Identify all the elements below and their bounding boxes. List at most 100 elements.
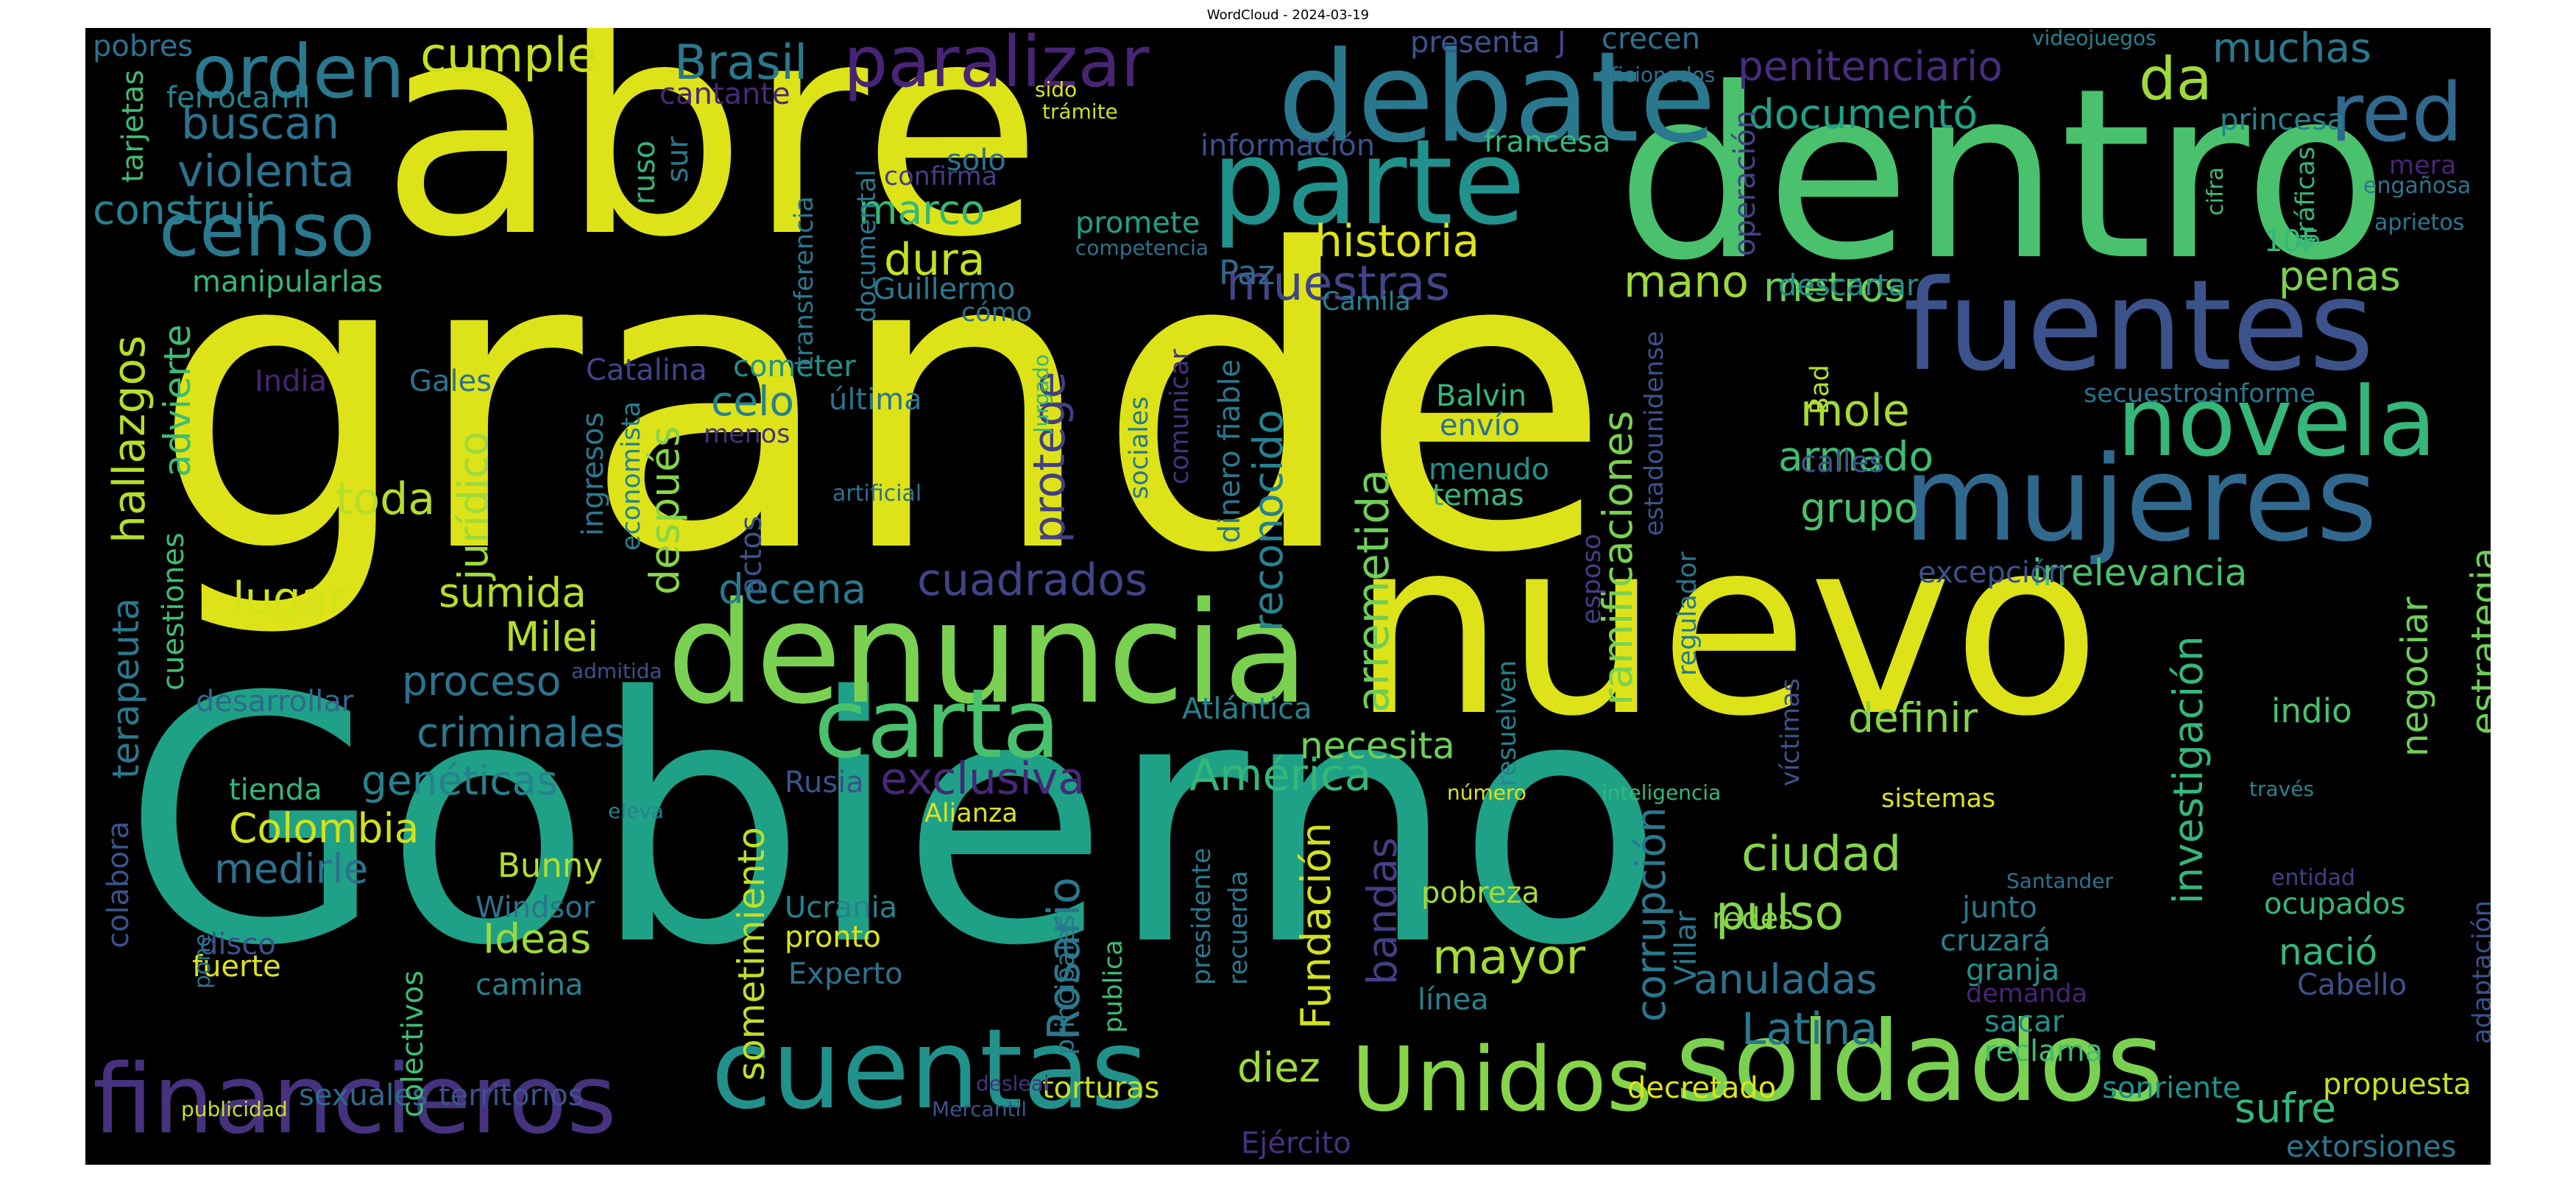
word-definir: definir [1848, 694, 1978, 741]
word-medirle: medirle [214, 845, 369, 892]
word-fuerte: fuerte [192, 950, 281, 984]
word-resuelven: resuelven [1493, 660, 1522, 786]
word-latina: Latina [1741, 1004, 1878, 1055]
word-muestras: muestras [1226, 256, 1451, 311]
word-descartar: descartar [1778, 269, 1919, 303]
word-propuesta: propuesta [2323, 1068, 2471, 1101]
word-ruso: ruso [628, 140, 662, 205]
word-investigación: investigación [2165, 635, 2212, 904]
word-fuentes: fuentes [1903, 253, 2374, 399]
word-informe: informe [2216, 379, 2316, 409]
word-estrategia: estrategia [2463, 547, 2491, 735]
word-soldados: soldados [1675, 998, 2164, 1126]
word-decretado: decretado [1627, 1071, 1777, 1105]
word-anuladas: anuladas [1694, 956, 1878, 1003]
word-ideas: Ideas [483, 915, 592, 962]
word-arremetida: arremetida [1348, 468, 1399, 713]
word-publicidad: publicidad [181, 1097, 288, 1121]
word-toda: toda [336, 473, 436, 525]
word-desarrollar: desarrollar [196, 685, 354, 719]
word-reconocido: reconocido [1245, 409, 1292, 632]
word-esposo: esposo [1577, 533, 1607, 624]
word-reclama: reclama [1984, 1034, 2103, 1068]
word-competencia: competencia [1075, 236, 1209, 260]
word-aficionados: aficionados [1598, 63, 1716, 87]
word-parte: parte [1211, 113, 1526, 251]
word-necesita: necesita [1300, 724, 1455, 767]
word-desleal: desleal [976, 1071, 1050, 1096]
word-exclusiva: exclusiva [880, 753, 1086, 805]
word-violenta: violenta [177, 146, 355, 197]
word-princesa: princesa [2220, 103, 2346, 137]
word-sufre: sufre [2234, 1084, 2337, 1132]
word-confirma: confirma [884, 162, 998, 191]
word-manipularlas: manipularlas [192, 265, 383, 299]
word-sido: sido [1035, 77, 1078, 102]
word-ingresos: ingresos [576, 412, 610, 536]
word-10f: 10F [2264, 225, 2318, 258]
word-cuentas: cuentas [711, 1006, 1148, 1134]
chart-title: WordCloud - 2024-03-19 [1206, 7, 1370, 23]
word-colabora: colabora [102, 821, 135, 948]
word-muchas: muchas [2212, 28, 2371, 71]
word-engañosa: engañosa [2363, 173, 2471, 199]
word-bad: Bad [1805, 364, 1835, 415]
word-balvin: Balvin [1436, 379, 1527, 413]
word-rusia: Rusia [785, 766, 864, 800]
word-información: información [1200, 129, 1376, 163]
word-nuevo: nuevo [1351, 487, 2101, 769]
word-ocupados: ocupados [2264, 887, 2406, 921]
word-armado: armado [1778, 433, 1934, 480]
word-negociar: negociar [2393, 596, 2436, 757]
word-jurgado: Jurgado [1029, 354, 1053, 433]
word-debate: debate [1278, 28, 1716, 171]
word-cuadrados: cuadrados [917, 554, 1148, 606]
word-presidente: presidente [1187, 847, 1217, 985]
word-principales: principales [1051, 914, 1080, 1055]
word-temas: temas [1432, 479, 1524, 512]
word-pone: pone [190, 934, 216, 989]
word-catalina: Catalina [586, 353, 707, 387]
word-irrelevancia: irrelevancia [2032, 551, 2248, 594]
word-inteligencia: inteligencia [1602, 780, 1722, 805]
word-través: través [2249, 777, 2315, 801]
word-carta: carta [814, 668, 1061, 780]
word-denuncia: denuncia [667, 572, 1309, 735]
word-atlántica: Atlántica [1182, 692, 1312, 726]
word-cloud: grande Gobierno abre dentro nuevo denuncia deb… [85, 28, 2491, 1165]
word-bandas: bandas [1359, 837, 1406, 985]
word-cometer: cometer [733, 350, 856, 384]
word-cifra: cifra [2203, 166, 2229, 216]
word-cantante: cantante [659, 77, 790, 111]
word-sociales: sociales [1125, 396, 1154, 499]
word-proceso: proceso [402, 657, 562, 705]
word-santander: Santander [2006, 869, 2114, 893]
word-ucrania: Ucrania [785, 891, 898, 925]
word-sur: sur [661, 136, 695, 183]
word-jurídico: jurídico [450, 431, 497, 580]
word-dentro: dentro [1616, 38, 2388, 312]
word-actos: actos [735, 515, 768, 596]
word-criminales: criminales [417, 709, 626, 756]
word-sacar: sacar [1984, 1005, 2064, 1039]
word-videojuegos: videojuegos [2032, 28, 2156, 50]
word-pronto: pronto [785, 920, 881, 954]
word-corrupción: corrupción [1627, 807, 1674, 1022]
word-decena: decena [718, 565, 867, 613]
word-da: da [2139, 45, 2212, 113]
word-entidad: entidad [2271, 865, 2356, 891]
word-cómo: cómo [961, 298, 1033, 328]
word-genéticas: genéticas [361, 757, 558, 804]
word-después: después [641, 426, 688, 595]
word-línea: línea [1418, 983, 1489, 1017]
word-presenta: presenta [1410, 28, 1540, 60]
word-abre: abre [380, 28, 1043, 302]
word-promete: promete [1075, 206, 1200, 240]
word-economista: economista [617, 401, 646, 551]
word-transferencia: transferencia [790, 196, 819, 367]
word-envío: envío [1440, 409, 1521, 442]
word-camila: Camila [1322, 287, 1411, 317]
word-demanda: demanda [1966, 979, 2088, 1009]
word-penitenciario: penitenciario [1738, 43, 2003, 90]
word-pobres: pobres [93, 29, 194, 63]
